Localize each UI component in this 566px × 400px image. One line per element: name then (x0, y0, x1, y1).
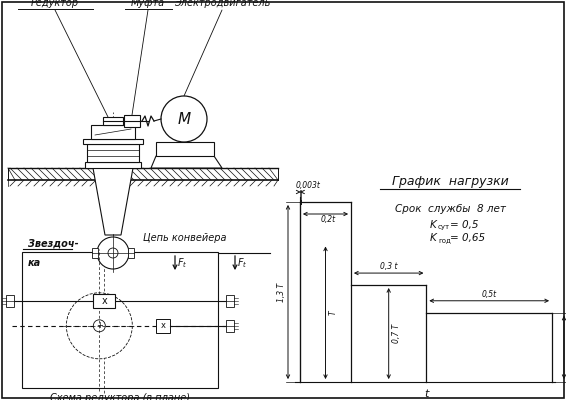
Text: M: M (177, 112, 191, 126)
Text: Муфта: Муфта (131, 0, 165, 8)
Text: 0,3 t: 0,3 t (380, 262, 397, 271)
Bar (226, 295, 234, 307)
Circle shape (93, 320, 105, 332)
Circle shape (161, 96, 207, 142)
Text: x: x (101, 296, 107, 306)
Text: График  нагрузки: График нагрузки (392, 175, 508, 188)
Text: Редуктор: Редуктор (31, 0, 79, 8)
Bar (124, 115, 140, 127)
Polygon shape (151, 156, 222, 168)
Bar (156, 319, 170, 333)
Bar (87, 144, 139, 162)
Bar (22, 252, 218, 388)
Text: 0,5t: 0,5t (482, 290, 497, 299)
Text: Цепь конвейера: Цепь конвейера (143, 233, 227, 243)
Text: Электродвигатель: Электродвигатель (174, 0, 270, 8)
Text: K: K (430, 233, 437, 243)
Text: K: K (430, 220, 437, 230)
Text: $F_t$: $F_t$ (237, 256, 247, 270)
Bar (103, 117, 123, 125)
Bar (128, 248, 134, 258)
Text: 1,3 T: 1,3 T (277, 282, 286, 302)
Text: 0,7 T: 0,7 T (392, 324, 401, 343)
Text: t: t (424, 389, 428, 399)
Circle shape (97, 237, 129, 269)
Text: x: x (161, 321, 166, 330)
Bar (85, 162, 141, 168)
Bar (91, 125, 135, 139)
Text: 0,003t: 0,003t (296, 181, 321, 190)
Text: Схема редуктора (в плане): Схема редуктора (в плане) (50, 393, 190, 400)
Bar (93, 294, 115, 308)
Polygon shape (93, 168, 133, 235)
Circle shape (108, 248, 118, 258)
Bar (92, 248, 98, 258)
Bar (226, 320, 234, 332)
Text: $F_t$: $F_t$ (177, 256, 187, 270)
Bar (6, 295, 14, 307)
Text: Срок  службы  8 лет: Срок службы 8 лет (395, 204, 505, 214)
Text: = 0,65: = 0,65 (450, 233, 485, 243)
Text: 0,2t: 0,2t (321, 215, 336, 224)
Text: Звездоч-: Звездоч- (28, 238, 79, 248)
Text: T: T (328, 310, 337, 315)
Text: ка: ка (28, 258, 41, 268)
Bar (83, 139, 143, 144)
Text: = 0,5: = 0,5 (450, 220, 478, 230)
Text: +: + (96, 321, 103, 330)
Text: сут: сут (438, 224, 450, 230)
Bar (156, 142, 214, 156)
Text: год: год (438, 237, 451, 243)
Circle shape (66, 293, 132, 359)
